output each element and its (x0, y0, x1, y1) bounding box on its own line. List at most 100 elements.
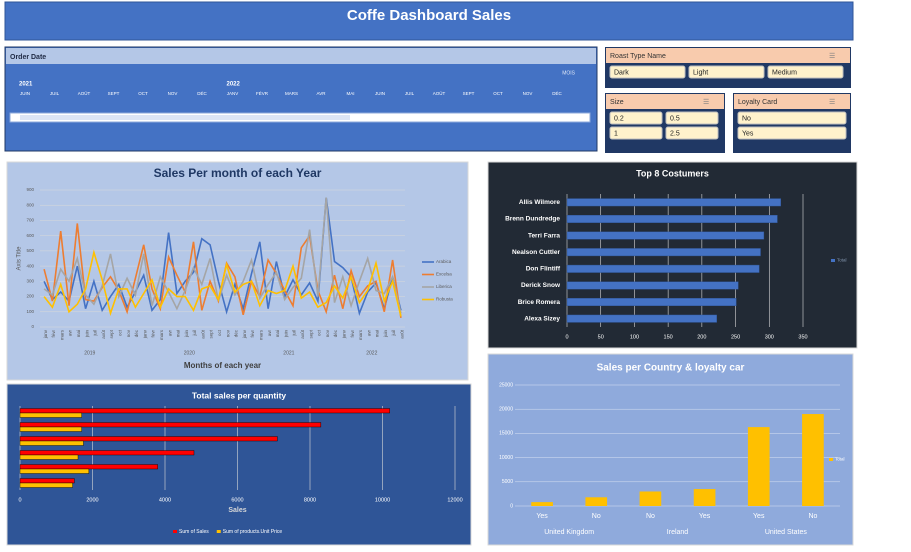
slicer-item[interactable] (767, 65, 844, 79)
timeline-month[interactable]: JUIL (405, 91, 415, 96)
x-tick-label: févr (250, 330, 255, 338)
title-banner (4, 1, 854, 41)
timeline-month[interactable]: DÉC (552, 90, 562, 96)
bar (19, 482, 73, 488)
timeline-month[interactable]: FÉVR (256, 90, 269, 96)
x-tick-label: juil (391, 330, 396, 337)
slicer-item-label[interactable]: Medium (772, 69, 797, 76)
timeline-month[interactable]: AOÛT (433, 90, 446, 96)
timeline-month[interactable]: AVR (317, 91, 327, 96)
legend-label: Sum of products.Unit Price (223, 529, 283, 535)
timeline-month[interactable]: JANV (227, 91, 239, 96)
slicer-header (606, 94, 724, 109)
series-line (43, 197, 402, 314)
slicer-item[interactable] (609, 111, 663, 125)
timeline-year: 2022 (227, 82, 241, 88)
timeline-month[interactable]: AOÛT (78, 90, 91, 96)
x-tick-label: 8000 (304, 497, 316, 503)
y-tick-label: Don Flintiff (526, 266, 561, 273)
x-tick-label: No (808, 513, 817, 520)
y-tick-label: Terri Farra (528, 232, 560, 239)
slicer-item-label[interactable]: Light (693, 69, 708, 76)
bar (566, 214, 778, 223)
y-tick-label: 800 (26, 202, 34, 207)
bar (566, 198, 781, 207)
slicer-item-label[interactable]: 1 (614, 130, 618, 137)
timeline-month[interactable]: MARS (285, 91, 298, 96)
slicer-clear-icon: ☰ (829, 53, 835, 60)
y-tick-label: Nealson Cuttler (512, 249, 561, 256)
timeline-month[interactable]: SEPT (108, 91, 120, 96)
slicer-item-label[interactable]: No (742, 115, 751, 122)
timeline-scroll-thumb[interactable] (20, 115, 350, 120)
x-tick-label: mai (275, 330, 280, 337)
x-tick-label: oct (217, 329, 222, 336)
timeline-month[interactable]: MAI (346, 91, 354, 96)
bar (566, 314, 717, 323)
slicer-item-label[interactable]: 2.5 (670, 130, 680, 137)
timeline-month[interactable]: NOV (168, 91, 178, 96)
slicer-item[interactable] (737, 111, 847, 125)
chart-title: Sales Per month of each Year (154, 166, 322, 180)
slicer-header (734, 94, 850, 109)
x-tick-label: oct (317, 329, 322, 336)
chart-title: Top 8 Costumers (636, 168, 709, 178)
y-tick-label: Brice Romera (518, 299, 561, 306)
x-tick-label: janv (242, 329, 247, 339)
x-tick-label: févr (51, 330, 56, 338)
bar (531, 502, 553, 506)
timeline-month[interactable]: OCT (138, 91, 148, 96)
y-tick-label: 0 (31, 324, 34, 329)
series-line (43, 249, 402, 317)
timeline-unit[interactable]: MOIS (562, 70, 575, 76)
timeline-month[interactable]: JUIN (20, 91, 30, 96)
slicer-item[interactable] (609, 126, 663, 140)
slicer-item[interactable] (737, 126, 847, 140)
bar (19, 454, 79, 460)
slicer-item-label[interactable]: Yes (742, 130, 754, 137)
bar (693, 489, 716, 506)
x-group-label: United Kingdom (544, 529, 594, 536)
bar (19, 408, 390, 414)
slicer-item[interactable] (609, 65, 686, 79)
series-line (43, 197, 402, 317)
y-tick-label: 0 (510, 503, 513, 509)
slicer-item[interactable] (665, 126, 719, 140)
x-tick-label: 0 (18, 497, 21, 503)
x-tick-label: 250 (731, 334, 740, 340)
slicer-item-label[interactable]: 0.2 (614, 115, 624, 122)
timeline-month[interactable]: JUIL (50, 91, 60, 96)
timeline-year: 2021 (19, 82, 33, 88)
x-tick-label: nov (325, 329, 330, 337)
y-tick-label: 500 (26, 248, 34, 253)
x-tick-label: juin (383, 330, 388, 339)
timeline-month[interactable]: OCT (493, 91, 503, 96)
bar (19, 450, 195, 456)
timeline-month[interactable]: DÉC (197, 90, 207, 96)
x-tick-label: août (101, 329, 106, 339)
y-axis-title: Axis Title (17, 246, 23, 271)
bar (19, 422, 322, 428)
y-tick-label: Derick Snow (521, 282, 561, 289)
x-tick-label: mai (375, 330, 380, 337)
bar (19, 426, 82, 432)
x-tick-label: juil (192, 330, 197, 337)
bar (585, 497, 608, 506)
y-tick-label: Brenn Dundredge (505, 216, 560, 223)
slicer-clear-icon: ☰ (829, 99, 835, 106)
legend-swatch (829, 458, 833, 461)
bar (566, 248, 761, 257)
timeline-month[interactable]: SEPT (463, 91, 475, 96)
legend-label: Excelsa (436, 272, 452, 277)
timeline-month[interactable]: JUIN (375, 91, 385, 96)
y-tick-label: 400 (26, 263, 34, 268)
slicer-item[interactable] (665, 111, 719, 125)
y-tick-label: 5000 (502, 479, 513, 485)
slicer-item-label[interactable]: 0.5 (670, 115, 680, 122)
timeline-month[interactable]: NOV (523, 91, 533, 96)
slicer-item-label[interactable]: Dark (614, 69, 629, 76)
x-tick-label: avr (167, 330, 172, 337)
slicer-item[interactable] (688, 65, 765, 79)
x-tick-label: août (400, 329, 405, 339)
